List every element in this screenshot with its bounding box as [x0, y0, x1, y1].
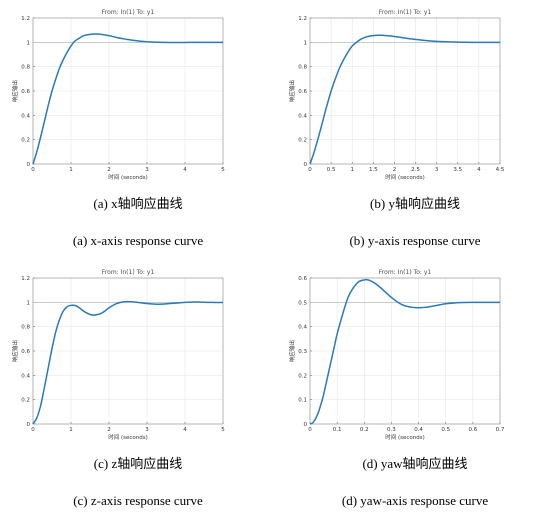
y-tick-label: 1	[27, 300, 31, 306]
y-tick-label: 1.2	[21, 276, 30, 282]
y-tick-label: 0.4	[298, 113, 307, 119]
axes-frame	[309, 277, 501, 425]
caption-en: (a) x-axis response curve	[72, 233, 204, 248]
x-tick-label: 1	[69, 167, 73, 173]
y-tick-label: 0.8	[21, 65, 30, 71]
x-tick-label: 0.7	[496, 427, 505, 433]
x-tick-label: 0	[308, 427, 312, 433]
y-tick-label: 0.1	[298, 398, 307, 404]
y-tick-label: 0	[27, 162, 31, 168]
x-tick-label: 0	[308, 167, 312, 173]
x-tick-label: 1.5	[369, 167, 378, 173]
y-tick-label: 0.6	[298, 276, 307, 282]
y-tick-label: 0	[304, 162, 308, 168]
y-axis-label: 响应输出	[288, 80, 296, 102]
caption-en: (d) yaw-axis response curve	[341, 493, 489, 508]
x-axis-label: 时间 (seconds)	[108, 173, 148, 181]
axes-frame	[309, 17, 501, 165]
caption-cn: (d) yaw轴响应曲线	[362, 456, 468, 471]
caption-cn: (a) x轴响应曲线	[93, 196, 183, 211]
caption-cn: (b) y轴响应曲线	[370, 196, 460, 211]
x-tick-label: 4	[183, 167, 187, 173]
axes-frame	[32, 277, 224, 425]
y-tick-label: 0.8	[298, 65, 307, 71]
chart-z-axis-response: 0 1 2 3 4 5 0 0.2 0.4 0.6 0.8 1 1.2 From: In(1) To: y…	[11, 269, 225, 441]
y-tick-label: 0.2	[21, 138, 30, 144]
x-tick-label: 2.5	[411, 167, 420, 173]
y-axis-label: 响应输出	[288, 340, 296, 362]
plot-title: From: In(1) To: y1	[102, 9, 155, 16]
y-tick-label: 1	[304, 40, 308, 46]
panel-y: 0 0.5 1 1.5 2 2.5 3 3.5 4 4.5 0 0.2 0.4 0.6 0.8 1 1.2 Fro…	[277, 0, 553, 259]
chart-x-axis-response: 0 1 2 3 4 5 0 0.2 0.4 0.6 0.8 1 1.2 From: In(1) To: y…	[11, 9, 225, 181]
caption-en: (b) y-axis response curve	[349, 233, 481, 248]
axes-frame	[32, 17, 224, 165]
plot-title: From: In(1) To: y1	[379, 269, 432, 276]
x-tick-label: 5	[221, 427, 225, 433]
y-tick-label: 0.4	[298, 325, 307, 331]
x-tick-label: 0.1	[333, 427, 342, 433]
x-tick-label: 4	[477, 167, 481, 173]
y-tick-label: 0.8	[21, 325, 30, 331]
plot-title: From: In(1) To: y1	[102, 269, 155, 276]
response-curve	[32, 300, 224, 425]
x-axis-label: 时间 (seconds)	[385, 173, 425, 181]
y-tick-label: 0.4	[21, 113, 30, 119]
x-tick-label: 3	[145, 167, 149, 173]
x-tick-label: 0.2	[360, 427, 369, 433]
y-tick-label: 0.4	[21, 373, 30, 379]
x-axis-label: 时间 (seconds)	[385, 433, 425, 441]
x-axis-label: 时间 (seconds)	[108, 433, 148, 441]
y-axis-label: 响应输出	[11, 340, 19, 362]
panel-z: 0 1 2 3 4 5 0 0.2 0.4 0.6 0.8 1 1.2 From: In(1) To: y…	[0, 260, 276, 519]
response-curve	[309, 278, 500, 425]
x-tick-label: 4.5	[496, 167, 505, 173]
caption-cn: (c) z轴响应曲线	[93, 456, 183, 471]
x-tick-label: 3.5	[453, 167, 462, 173]
y-tick-label: 0.6	[21, 89, 30, 95]
y-tick-label: 0	[304, 422, 308, 428]
x-tick-label: 5	[221, 167, 225, 173]
y-tick-label: 0.2	[21, 398, 30, 404]
y-tick-label: 0.6	[21, 349, 30, 355]
x-tick-label: 0.5	[441, 427, 450, 433]
x-tick-label: 0.4	[414, 427, 423, 433]
y-tick-label: 1.2	[21, 16, 30, 22]
x-tick-label: 2	[107, 427, 111, 433]
x-tick-label: 0	[31, 167, 35, 173]
x-tick-label: 2	[107, 167, 111, 173]
panel-x: 0 1 2 3 4 5 0 0.2 0.4 0.6 0.8 1 1.2 From: In(1) To: y…	[0, 0, 276, 259]
chart-y-axis-response: 0 0.5 1 1.5 2 2.5 3 3.5 4 4.5 0 0.2 0.4 0.6 0.8 1 1.2 Fro…	[288, 9, 505, 181]
y-tick-label: 1.2	[298, 16, 307, 22]
y-axis-label: 响应输出	[11, 80, 19, 102]
y-tick-label: 0.6	[298, 89, 307, 95]
y-tick-label: 0.3	[298, 349, 307, 355]
y-tick-label: 0.2	[298, 138, 307, 144]
x-tick-label: 1	[350, 167, 354, 173]
x-tick-label: 4	[183, 427, 187, 433]
y-tick-label: 0.2	[298, 373, 307, 379]
x-tick-label: 3	[435, 167, 439, 173]
chart-yaw-axis-response: 0 0.1 0.2 0.3 0.4 0.5 0.6 0.7 0 0.1 0.2 0.3 0.4 0.5 0.…	[288, 269, 505, 441]
response-curve	[309, 34, 500, 165]
y-tick-label: 1	[27, 40, 31, 46]
x-tick-label: 0.3	[387, 427, 396, 433]
caption-en: (c) z-axis response curve	[73, 493, 203, 508]
x-tick-label: 3	[145, 427, 149, 433]
x-tick-label: 0.5	[327, 167, 336, 173]
x-tick-label: 0.6	[468, 427, 477, 433]
plot-title: From: In(1) To: y1	[379, 9, 432, 16]
x-tick-label: 1	[69, 427, 73, 433]
panel-yaw: 0 0.1 0.2 0.3 0.4 0.5 0.6 0.7 0 0.1 0.2 0.3 0.4 0.5 0.…	[277, 260, 553, 519]
x-tick-label: 0	[31, 427, 35, 433]
x-tick-label: 2	[393, 167, 397, 173]
response-curve	[32, 33, 223, 165]
y-tick-label: 0.5	[298, 300, 307, 306]
y-tick-label: 0	[27, 422, 31, 428]
